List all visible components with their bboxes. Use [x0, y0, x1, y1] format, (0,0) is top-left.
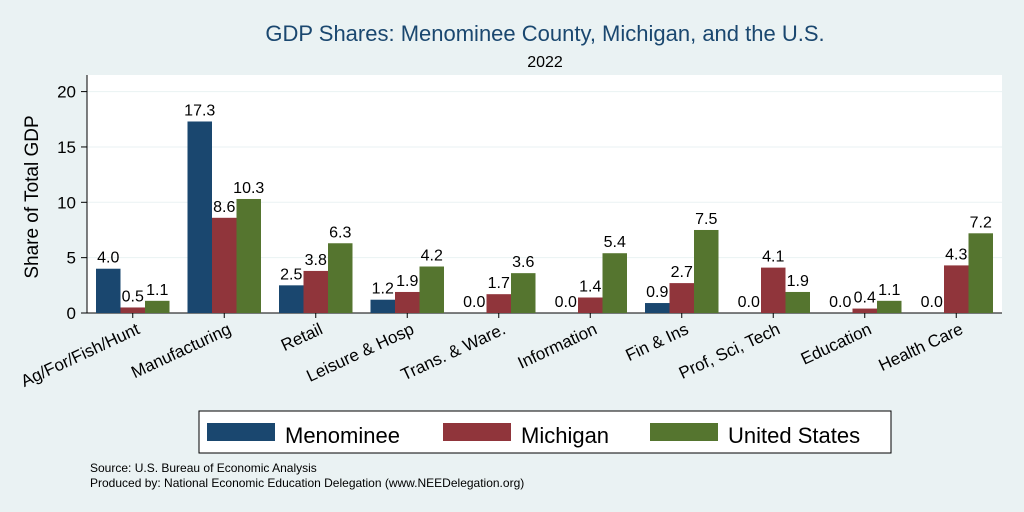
legend-label-united-states: United States	[728, 423, 860, 448]
y-axis-label: Share of Total GDP	[22, 115, 43, 278]
bar-value-label: 8.6	[213, 199, 235, 216]
bar-value-label: 0.0	[921, 294, 943, 311]
bar-value-label: 1.7	[488, 275, 510, 292]
bar-michigan	[761, 267, 786, 313]
bar-value-label: 1.1	[146, 282, 168, 299]
bar-value-label: 1.2	[372, 281, 394, 298]
chart-subtitle: 2022	[527, 54, 563, 71]
bar-value-label: 1.4	[579, 279, 601, 296]
bar-value-label: 0.4	[854, 290, 876, 307]
bar-value-label: 7.2	[970, 214, 992, 231]
bar-value-label: 0.0	[555, 294, 577, 311]
bar-value-label: 1.1	[878, 282, 900, 299]
bar-value-label: 2.7	[671, 264, 693, 281]
bar-united-states	[145, 300, 170, 313]
bar-united-states	[328, 243, 353, 313]
bar-menominee	[645, 303, 670, 313]
y-tick-label: 10	[57, 193, 76, 212]
bar-michigan	[486, 294, 511, 313]
x-tick-label: Retail	[278, 319, 325, 355]
bar-united-states	[602, 253, 627, 313]
bar-united-states	[968, 233, 993, 313]
bar-united-states	[511, 273, 536, 313]
y-tick-label: 5	[67, 249, 76, 268]
bar-united-states	[419, 266, 444, 313]
bar-michigan	[578, 297, 603, 313]
bar-united-states	[694, 229, 719, 313]
x-tick-label: Ag/For/Fish/Hunt	[18, 319, 143, 391]
bar-michigan	[303, 270, 328, 313]
legend-swatch-united-states	[650, 423, 718, 441]
bar-value-label: 6.3	[329, 224, 351, 241]
bar-united-states	[785, 291, 810, 313]
bar-menominee	[187, 121, 212, 314]
footer-produced-by: Produced by: National Economic Education…	[90, 476, 524, 490]
bar-value-label: 4.2	[421, 248, 443, 265]
bar-value-label: 4.3	[945, 246, 967, 263]
bar-united-states	[236, 198, 261, 313]
legend-swatch-michigan	[443, 423, 511, 441]
bar-menominee	[279, 285, 304, 313]
x-tick-label: Prof, Sci, Tech	[676, 319, 783, 382]
bar-value-label: 0.0	[738, 294, 760, 311]
y-tick-label: 20	[57, 83, 76, 102]
x-tick-label: Information	[515, 319, 600, 372]
bar-michigan	[395, 291, 420, 313]
x-tick-label: Fin & Ins	[623, 319, 692, 365]
bar-value-label: 3.8	[305, 252, 327, 269]
legend-swatch-menominee	[207, 423, 275, 441]
bar-value-label: 4.0	[97, 250, 119, 267]
chart-title: GDP Shares: Menominee County, Michigan, …	[265, 21, 824, 46]
legend-label-michigan: Michigan	[521, 423, 609, 448]
bar-menominee	[370, 299, 395, 313]
bar-value-labels: 4.00.5 1.117.38.610.32.53.86.31.2 1.94.20.…	[97, 102, 992, 311]
bar-value-label: 10.3	[233, 180, 264, 197]
bar-michigan	[669, 283, 694, 313]
bar-value-label: 0.5	[122, 288, 144, 305]
bar-value-label: 7.5	[695, 211, 717, 228]
legend: Menominee Michigan United States	[198, 410, 892, 454]
bar-united-states	[877, 300, 902, 313]
x-tick-label: Education	[798, 319, 875, 368]
bar-value-label: 3.6	[512, 254, 534, 271]
bar-menominee	[96, 268, 121, 313]
footer-source: Source: U.S. Bureau of Economic Analysis	[90, 461, 317, 475]
bar-value-label: 2.5	[280, 266, 302, 283]
bar-michigan	[852, 308, 877, 313]
bar-michigan	[212, 217, 237, 313]
bar-value-label: 1.9	[787, 273, 809, 290]
bar-michigan	[120, 307, 145, 313]
bar-value-label: 0.0	[829, 294, 851, 311]
bar-value-label: 0.9	[646, 284, 668, 301]
bar-value-label: 17.3	[184, 102, 215, 119]
bar-value-label: 1.9	[396, 273, 418, 290]
y-tick-label: 15	[57, 138, 76, 157]
legend-box	[198, 410, 892, 454]
y-tick-label: 0	[67, 304, 76, 323]
bar-value-label: 5.4	[604, 234, 626, 251]
bars	[96, 121, 993, 314]
y-axis: 0 5 10 15 20	[57, 75, 88, 323]
x-tick-label: Health Care	[876, 319, 966, 375]
legend-label-menominee: Menominee	[285, 423, 400, 448]
x-tick-label: Manufacturing	[128, 319, 234, 382]
x-tick-label: Trans. & Ware.	[398, 319, 508, 384]
bar-michigan	[944, 265, 969, 313]
bar-value-label: 4.1	[762, 249, 784, 266]
bar-value-label: 0.0	[463, 294, 485, 311]
